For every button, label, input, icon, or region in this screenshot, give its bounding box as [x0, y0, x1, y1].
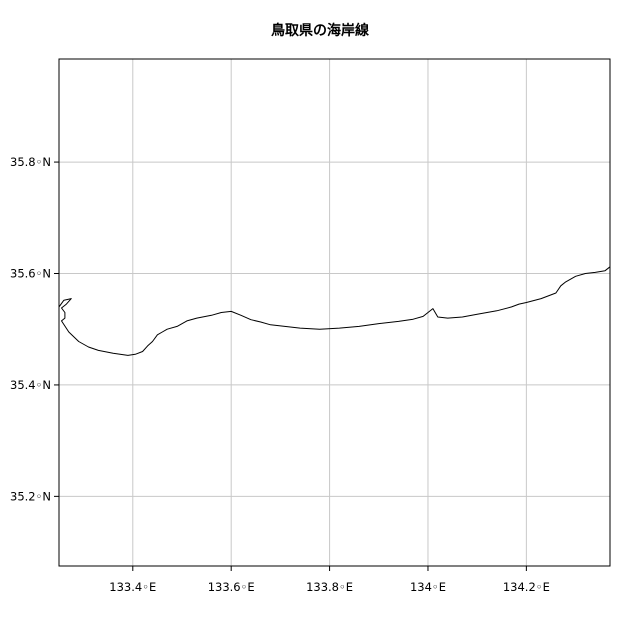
- map-frame: [58, 58, 611, 567]
- y-axis: 35.2◦N 35.4◦N 35.6◦N 35.8◦N: [10, 155, 59, 503]
- x-axis: 133.4◦E 133.6◦E 133.8◦E 134◦E 134.2◦E: [109, 566, 550, 594]
- map-title: 鳥取県の海岸線: [271, 23, 369, 39]
- grid-lines: [59, 59, 610, 566]
- x-tick-label: 134◦E: [410, 580, 446, 594]
- x-tick-label: 134.2◦E: [503, 580, 550, 594]
- x-tick-label: 133.4◦E: [109, 580, 156, 594]
- x-tick-label: 133.8◦E: [306, 580, 353, 594]
- y-tick-label: 35.8◦N: [10, 155, 51, 169]
- x-tick-label: 133.6◦E: [208, 580, 255, 594]
- coastline: [58, 266, 611, 356]
- coastline-layer: [58, 266, 611, 356]
- y-tick-label: 35.6◦N: [10, 267, 51, 281]
- y-tick-label: 35.2◦N: [10, 489, 51, 503]
- y-tick-label: 35.4◦N: [10, 378, 51, 392]
